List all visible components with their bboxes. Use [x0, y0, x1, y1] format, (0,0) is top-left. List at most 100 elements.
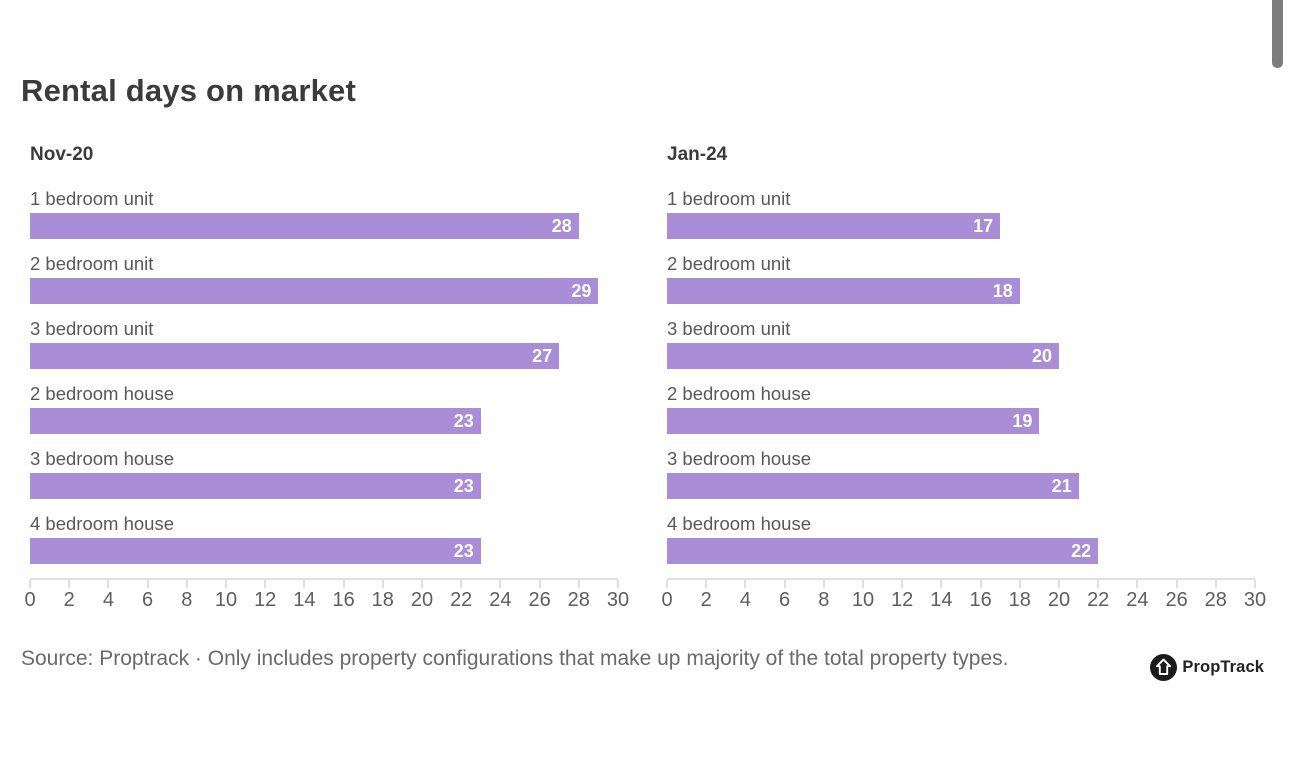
- bar-value-label: 29: [571, 280, 592, 301]
- axis-tick: [577, 580, 580, 588]
- panel-jan-24: Jan-24 1 bedroom unit 17 2 bedroom unit 18 3 …: [661, 145, 1266, 614]
- category-label: 2 bedroom house: [30, 383, 174, 404]
- axis-tick: [1214, 580, 1217, 588]
- axis-tick-label: 24: [1126, 589, 1149, 611]
- bar-row: 2 bedroom unit 29: [30, 253, 618, 304]
- bar: 19: [667, 408, 1040, 434]
- axis-tick-label: 12: [254, 589, 277, 611]
- scrollbar-thumb[interactable]: [1272, 0, 1283, 68]
- bar-row: 3 bedroom house 23: [30, 448, 618, 499]
- axis-tick: [862, 580, 864, 588]
- axis-tick: [107, 580, 110, 588]
- proptrack-logo: PropTrack: [1150, 654, 1264, 681]
- proptrack-logo-text: PropTrack: [1182, 658, 1264, 676]
- bar-row: 4 bedroom house 22: [667, 513, 1255, 564]
- axis-tick: [1018, 580, 1021, 588]
- axis-tick: [381, 580, 384, 588]
- bar-value-label: 21: [1051, 475, 1072, 496]
- axis-tick-label: 14: [930, 589, 953, 611]
- bar-value-label: 28: [551, 215, 572, 236]
- bar-value-label: 19: [1012, 410, 1033, 431]
- axis-tick-label: 26: [1165, 589, 1188, 611]
- axis-tick-label: 0: [661, 589, 673, 611]
- category-label: 1 bedroom unit: [667, 188, 791, 209]
- bar: 22: [667, 538, 1099, 564]
- axis-tick-label: 28: [567, 589, 590, 611]
- bar-value-label: 22: [1071, 540, 1092, 561]
- chart-footer: Source: Proptrack · Only includes proper…: [21, 644, 1290, 681]
- bar: 18: [667, 278, 1020, 304]
- axis-tick: [901, 580, 904, 588]
- axis-tick: [822, 580, 825, 588]
- bar: 28: [30, 213, 579, 239]
- bar: 17: [667, 213, 1001, 239]
- axis-tick-label: 30: [606, 589, 630, 611]
- bar: 23: [30, 408, 481, 434]
- bar-row: 1 bedroom unit 17: [667, 188, 1255, 239]
- axis-tick-label: 8: [181, 589, 193, 611]
- bar-value-label: 18: [992, 280, 1013, 301]
- axis-tick-label: 4: [739, 589, 751, 611]
- bar-row: 3 bedroom house 21: [667, 448, 1255, 499]
- axis-tick: [940, 580, 943, 588]
- axis-tick-label: 30: [1243, 589, 1267, 611]
- axis-tick: [29, 580, 31, 588]
- bar-value-label: 23: [453, 475, 474, 496]
- axis-tick: [1097, 580, 1100, 588]
- axis-tick: [538, 580, 541, 588]
- chart-title: Rental days on market: [21, 73, 356, 108]
- bar-row: 1 bedroom unit 28: [30, 188, 618, 239]
- category-label: 2 bedroom unit: [30, 253, 154, 274]
- axis-tick-label: 20: [410, 589, 434, 611]
- axis-tick-label: 14: [293, 589, 316, 611]
- bar-row: 2 bedroom unit 18: [667, 253, 1255, 304]
- x-axis: 0 2 4 6 8 10 12 14 16 18 20 22 24 26 28 30: [24, 578, 629, 614]
- bar-row: 3 bedroom unit 20: [667, 318, 1255, 369]
- axis-tick-label: 16: [332, 589, 355, 611]
- bar: 23: [30, 538, 481, 564]
- axis-tick-label: 12: [891, 589, 914, 611]
- category-label: 2 bedroom house: [667, 383, 811, 404]
- panel-header: Nov-20: [30, 144, 94, 165]
- axis-tick: [979, 580, 982, 588]
- axis-tick-label: 18: [371, 589, 394, 611]
- bar-value-label: 20: [1031, 345, 1052, 366]
- bar-value-label: 23: [453, 540, 474, 561]
- axis-tick-label: 26: [528, 589, 551, 611]
- source-note: Source: Proptrack · Only includes proper…: [21, 647, 1009, 670]
- axis-tick-label: 28: [1204, 589, 1227, 611]
- bar: 29: [30, 278, 599, 304]
- axis-tick-label: 6: [779, 589, 791, 611]
- axis-tick-label: 8: [818, 589, 830, 611]
- axis-tick: [225, 580, 227, 588]
- axis-tick: [460, 580, 463, 588]
- axis-tick: [1058, 580, 1060, 588]
- bar: 27: [30, 343, 560, 369]
- axis-tick: [744, 580, 747, 588]
- axis-tick-label: 16: [969, 589, 992, 611]
- axis-tick: [499, 580, 502, 588]
- bar-row: 4 bedroom house 23: [30, 513, 618, 564]
- category-label: 3 bedroom house: [667, 448, 811, 469]
- axis-tick: [666, 580, 668, 588]
- axis-tick: [342, 580, 345, 588]
- category-label: 4 bedroom house: [667, 513, 811, 534]
- axis-tick: [264, 580, 267, 588]
- axis-tick-label: 2: [700, 589, 712, 611]
- bar-value-label: 23: [453, 410, 474, 431]
- axis-tick-label: 20: [1047, 589, 1071, 611]
- axis-tick: [421, 580, 423, 588]
- category-label: 2 bedroom unit: [667, 253, 791, 274]
- axis-tick: [1254, 580, 1256, 588]
- axis-tick-label: 10: [851, 589, 875, 611]
- bar-value-label: 27: [532, 345, 553, 366]
- axis-tick: [617, 580, 619, 588]
- bar: 21: [667, 473, 1079, 499]
- category-label: 3 bedroom unit: [667, 318, 791, 339]
- bar-row: 2 bedroom house 23: [30, 383, 618, 434]
- axis-tick-label: 2: [63, 589, 75, 611]
- chart-panels: Nov-20 1 bedroom unit 28 2 bedroom unit 29 3 …: [24, 144, 1290, 614]
- axis-tick: [185, 580, 188, 588]
- bar-row: 2 bedroom house 19: [667, 383, 1255, 434]
